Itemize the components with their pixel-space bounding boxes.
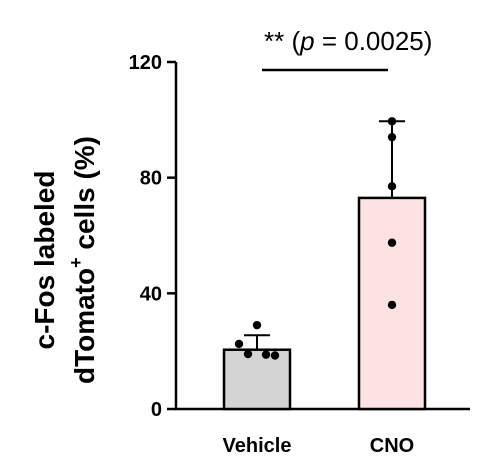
significance-text: ** (p = 0.0025) (264, 26, 432, 56)
y-axis-label-cells: cells (%) (69, 136, 100, 257)
y-axis-label-line2: dTomato+ cells (%) (66, 136, 100, 384)
category-labels: Vehicle CNO (223, 435, 415, 457)
data-point-cno (387, 182, 397, 191)
y-ticks: 0 40 80 120 (129, 52, 176, 421)
y-axis-label-superscript: + (66, 257, 86, 268)
significance-p-open: ( (284, 26, 300, 56)
y-tick-label: 120 (129, 52, 162, 74)
significance-p-value: = 0.0025) (315, 26, 433, 56)
data-point-cno (387, 132, 397, 142)
significance-p-symbol: p (299, 26, 314, 56)
y-axis-label: c-Fos labeled dTomato+ cells (%) (29, 136, 100, 384)
data-point-cno (387, 300, 397, 310)
y-tick-label: 0 (151, 399, 162, 421)
data-point-vehicle (243, 349, 253, 359)
data-point-cno (387, 117, 397, 126)
data-point-vehicle (234, 339, 244, 349)
y-tick-label: 80 (140, 168, 162, 190)
category-label-cno: CNO (370, 435, 414, 457)
category-label-vehicle: Vehicle (223, 435, 292, 457)
data-point-vehicle (252, 320, 262, 330)
data-points (234, 117, 397, 360)
y-tick-label: 40 (140, 283, 162, 305)
y-axis-label-line1: c-Fos labeled (29, 171, 60, 350)
significance-stars: ** (264, 26, 284, 56)
bar-vehicle (222, 348, 292, 411)
data-point-cno (387, 238, 397, 247)
data-point-vehicle (261, 350, 271, 359)
data-point-vehicle (270, 351, 280, 360)
y-axis-label-dtomato: dTomato (69, 268, 100, 384)
